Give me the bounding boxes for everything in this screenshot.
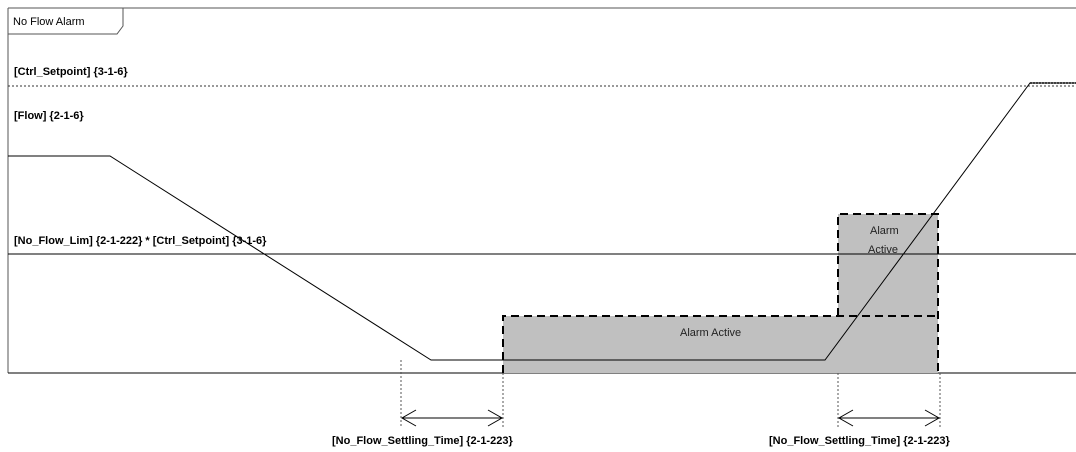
frame-title-tab: No Flow Alarm bbox=[8, 8, 124, 35]
no-flow-limit-label: [No_Flow_Lim] {2-1-222} * [Ctrl_Setpoint… bbox=[14, 235, 267, 247]
alarm-active-label-wide: Alarm Active bbox=[680, 327, 741, 339]
settling-time-arrow-2 bbox=[837, 409, 941, 427]
settling-time-label-1: [No_Flow_Settling_Time] {2-1-223} bbox=[332, 435, 513, 447]
settling-time-arrow-1 bbox=[400, 409, 504, 427]
alarm-region-outlines bbox=[502, 213, 939, 373]
alarm-active-region-narrow bbox=[838, 214, 938, 373]
flow-label: [Flow] {2-1-6} bbox=[14, 110, 84, 122]
settling-time-label-2: [No_Flow_Settling_Time] {2-1-223} bbox=[769, 435, 950, 447]
ctrl-setpoint-label: [Ctrl_Setpoint] {3-1-6} bbox=[14, 66, 128, 78]
alarm-active-label-narrow-1: Alarm bbox=[870, 225, 899, 237]
frame-title: No Flow Alarm bbox=[13, 16, 85, 28]
alarm-active-label-narrow-2: Active bbox=[868, 244, 898, 256]
timing-markers bbox=[400, 360, 941, 428]
